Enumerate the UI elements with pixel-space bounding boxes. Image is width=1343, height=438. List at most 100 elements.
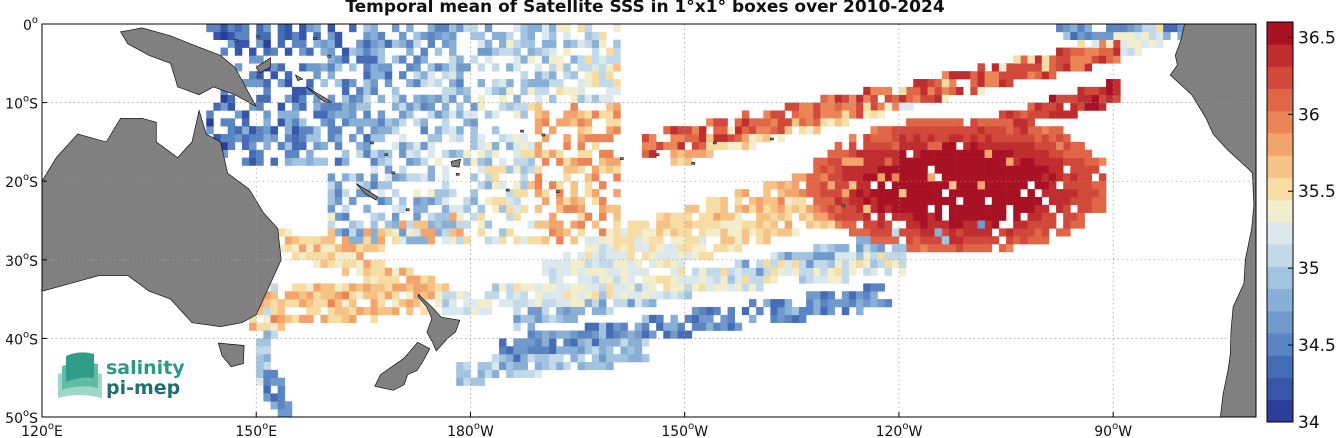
sss-cell xyxy=(349,251,357,261)
sss-cell xyxy=(599,338,607,347)
sss-cell xyxy=(1056,149,1064,158)
sss-cell xyxy=(599,322,607,331)
sss-cell xyxy=(691,314,700,323)
sss-cell xyxy=(406,110,414,119)
sss-cell xyxy=(920,181,928,190)
sss-cell xyxy=(1120,24,1128,33)
sss-cell xyxy=(948,71,957,80)
sss-cell xyxy=(284,31,293,41)
sss-cell xyxy=(327,314,336,323)
sss-cell xyxy=(527,338,536,347)
sss-cell xyxy=(998,79,1007,88)
colorbar-segment xyxy=(1267,155,1293,178)
sss-cell xyxy=(1006,236,1014,245)
sss-cell xyxy=(948,126,957,135)
sss-cell xyxy=(684,149,693,158)
sss-cell xyxy=(534,283,543,292)
sss-cell xyxy=(277,79,286,88)
sss-cell xyxy=(670,126,678,135)
sss-cell xyxy=(713,126,721,135)
sss-cell xyxy=(963,236,971,245)
sss-cell xyxy=(470,157,478,166)
sss-cell xyxy=(848,251,857,261)
sss-cell xyxy=(777,212,785,221)
sss-cell xyxy=(549,39,557,48)
sss-cell xyxy=(341,149,350,158)
sss-cell xyxy=(977,141,985,151)
sss-cell xyxy=(1070,181,1078,190)
sss-cell xyxy=(263,299,271,308)
sss-cell xyxy=(591,291,600,300)
sss-cell xyxy=(534,354,543,363)
sss-cell xyxy=(777,204,785,213)
sss-cell xyxy=(641,244,650,253)
sss-cell xyxy=(449,39,457,48)
sss-cell xyxy=(584,251,593,261)
sss-cell xyxy=(656,141,664,151)
sss-cell xyxy=(584,259,593,268)
sss-cell xyxy=(227,24,236,33)
sss-cell xyxy=(1041,149,1050,158)
sss-cell xyxy=(584,63,593,72)
sss-cell xyxy=(513,204,521,213)
sss-cell xyxy=(1041,212,1050,221)
sss-cell xyxy=(884,267,893,276)
sss-cell xyxy=(1077,47,1085,56)
sss-cell xyxy=(441,165,450,174)
sss-cell xyxy=(563,173,571,182)
sss-cell xyxy=(698,244,707,253)
sss-cell xyxy=(599,306,607,316)
sss-cell xyxy=(898,86,907,96)
sss-cell xyxy=(499,346,507,355)
sss-cell xyxy=(241,110,250,119)
sss-cell xyxy=(599,361,607,371)
sss-cell xyxy=(827,118,835,127)
sss-cell xyxy=(441,39,450,48)
sss-cell xyxy=(306,63,314,72)
sss-cell xyxy=(991,204,1000,213)
sss-cell xyxy=(584,330,593,339)
island-land xyxy=(455,173,460,176)
sss-cell xyxy=(606,267,614,276)
sss-cell xyxy=(434,79,443,88)
sss-cell xyxy=(377,291,386,300)
sss-cell xyxy=(456,126,464,135)
sss-cell xyxy=(1077,181,1085,190)
sss-cell xyxy=(813,126,821,135)
sss-cell xyxy=(1020,126,1028,135)
sss-cell xyxy=(449,212,457,221)
sss-cell xyxy=(313,94,321,103)
sss-cell xyxy=(1048,165,1057,174)
sss-cell xyxy=(427,212,436,221)
sss-cell xyxy=(334,212,343,221)
sss-cell xyxy=(998,196,1007,206)
colorbar-segment xyxy=(1267,44,1293,67)
sss-cell xyxy=(491,361,500,371)
sss-cell xyxy=(513,346,521,355)
sss-cell xyxy=(549,212,557,221)
sss-cell xyxy=(1098,157,1107,166)
sss-cell xyxy=(827,110,835,119)
sss-cell xyxy=(877,299,885,308)
sss-cell xyxy=(906,165,914,174)
sss-cell xyxy=(870,259,878,268)
sss-cell xyxy=(334,244,343,253)
sss-cell xyxy=(341,251,350,261)
sss-cell xyxy=(391,204,400,213)
sss-cell xyxy=(556,330,564,339)
sss-cell xyxy=(320,291,328,300)
sss-cell xyxy=(1013,126,1021,135)
sss-cell xyxy=(577,228,586,237)
sss-cell xyxy=(349,299,357,308)
sss-cell xyxy=(1034,204,1043,213)
sss-cell xyxy=(513,24,521,33)
sss-cell xyxy=(541,47,550,56)
sss-cell xyxy=(399,118,407,127)
sss-cell xyxy=(313,244,321,253)
sss-cell xyxy=(363,102,371,111)
sss-cell xyxy=(763,212,771,221)
sss-cell xyxy=(956,157,964,166)
sss-cell xyxy=(770,275,778,284)
sss-cell xyxy=(284,24,293,33)
sss-cell xyxy=(349,24,357,33)
